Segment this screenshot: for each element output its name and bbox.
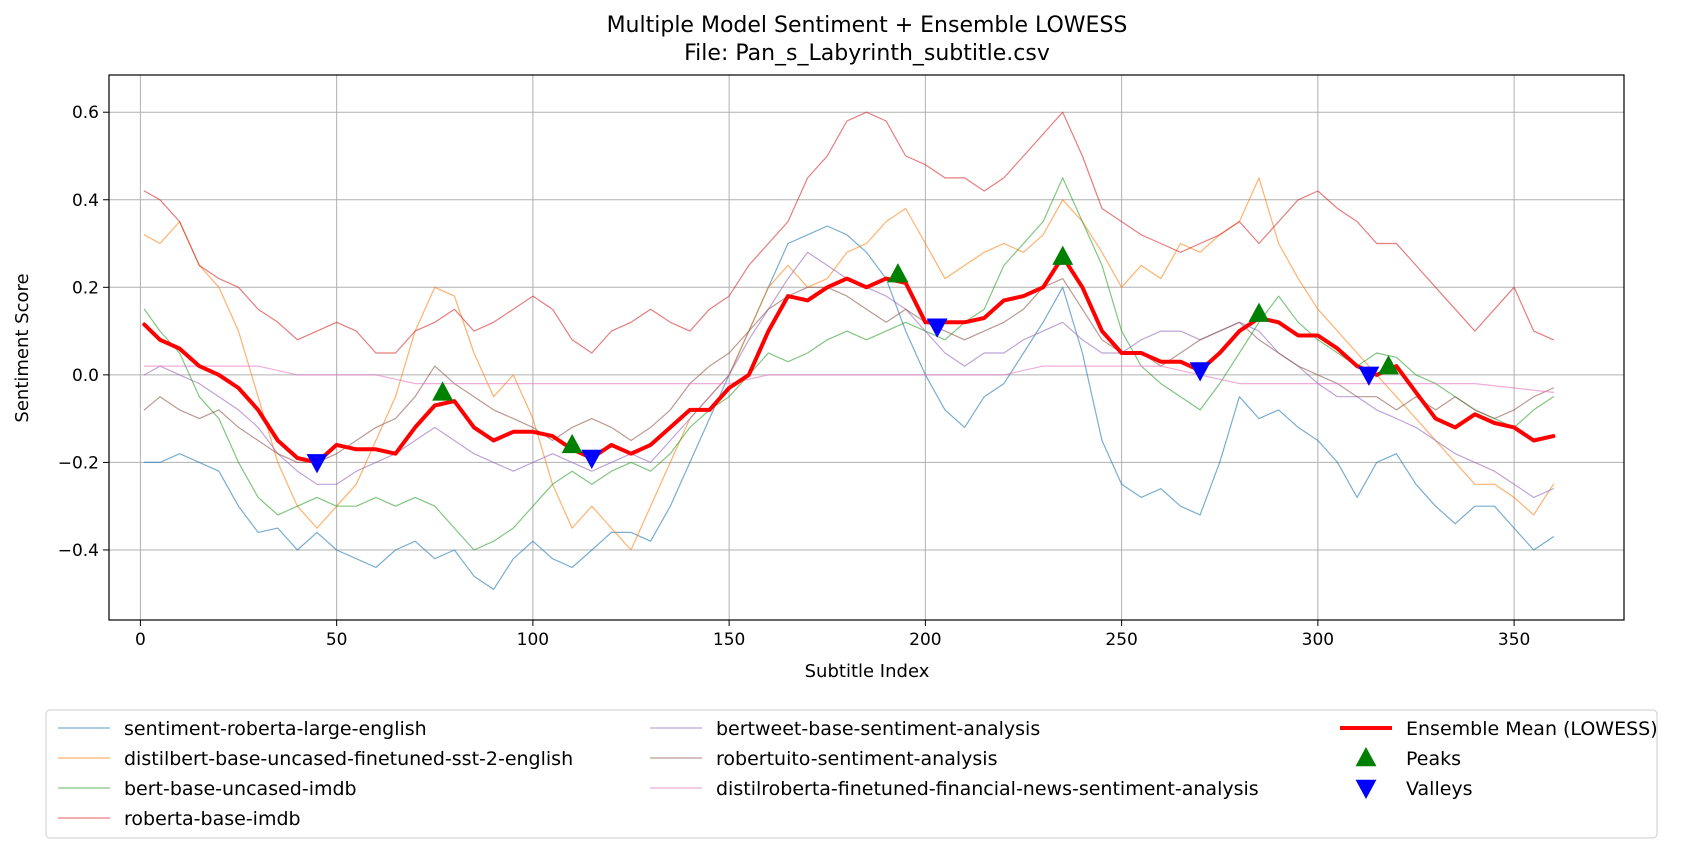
chart-subtitle: File: Pan_s_Labyrinth_subtitle.csv (684, 41, 1050, 66)
x-tick-label: 150 (713, 630, 745, 650)
x-axis-label: Subtitle Index (805, 661, 930, 682)
y-tick-label: 0.2 (72, 278, 99, 298)
valley-marker (1189, 362, 1211, 382)
valley-marker (306, 454, 328, 474)
grid (109, 75, 1624, 620)
valley-marker (926, 318, 948, 338)
legend-peak-icon (1355, 747, 1377, 767)
y-ticks: −0.4 −0.2 0.0 0.2 0.4 0.6 (58, 103, 109, 561)
y-tick-label: 0.4 (72, 191, 99, 211)
peak-marker (561, 433, 583, 454)
series-lines (142, 111, 1556, 590)
y-axis-label: Sentiment Score (12, 273, 33, 422)
legend-label: distilbert-base-uncased-finetuned-sst-2-… (124, 748, 573, 770)
peak-valley-markers (306, 245, 1399, 474)
peak-marker (887, 263, 909, 283)
x-tick-label: 100 (517, 630, 549, 650)
series-line-sentiment-roberta-large-english (143, 225, 1554, 590)
peak-marker (432, 381, 454, 401)
legend-label: sentiment-roberta-large-english (124, 718, 427, 740)
series-line-distilroberta-finetuned-financial-news-sentiment-analysis (143, 365, 1554, 393)
series-line-ensemble-mean-lowess (142, 254, 1556, 465)
x-tick-label: 50 (326, 630, 348, 650)
legend-label: Peaks (1406, 748, 1461, 770)
y-tick-label: 0.6 (72, 103, 99, 123)
y-tick-label: 0.0 (72, 366, 99, 386)
legend-label: robertuito-sentiment-analysis (716, 748, 997, 770)
y-tick-label: −0.4 (58, 541, 99, 561)
series-line-robertuito-sentiment-analysis (143, 278, 1554, 463)
x-ticks: 0 50 100 150 200 250 300 350 (135, 620, 1530, 650)
legend-label: Valleys (1406, 778, 1473, 800)
legend-label: bert-base-uncased-imdb (124, 778, 357, 800)
valley-marker (1358, 366, 1380, 386)
legend-valley-icon (1355, 779, 1377, 799)
y-tick-label: −0.2 (58, 453, 99, 473)
x-tick-label: 250 (1105, 630, 1137, 650)
legend-label: Ensemble Mean (LOWESS) (1406, 718, 1658, 740)
valley-marker (581, 449, 603, 470)
legend-label: roberta-base-imdb (124, 808, 301, 830)
plot-frame (108, 74, 1625, 621)
legend-label: distilroberta-finetuned-financial-news-s… (716, 778, 1259, 800)
x-tick-label: 350 (1498, 630, 1530, 650)
peak-marker (1248, 302, 1270, 322)
legend-box (45, 709, 1658, 839)
legend-label: bertweet-base-sentiment-analysis (716, 718, 1040, 740)
chart-title: Multiple Model Sentiment + Ensemble LOWE… (607, 13, 1128, 38)
series-line-bert-base-uncased-imdb (143, 177, 1554, 551)
peak-marker (1052, 245, 1074, 265)
peak-marker (1378, 355, 1399, 375)
x-tick-label: 300 (1302, 630, 1334, 650)
series-line-roberta-base-imdb (143, 111, 1554, 354)
legend: sentiment-roberta-large-english distilber… (58, 718, 1658, 830)
x-tick-label: 0 (135, 630, 146, 650)
series-line-distilbert-base-uncased-finetuned-sst-2-english (143, 177, 1554, 551)
x-tick-label: 200 (909, 630, 941, 650)
